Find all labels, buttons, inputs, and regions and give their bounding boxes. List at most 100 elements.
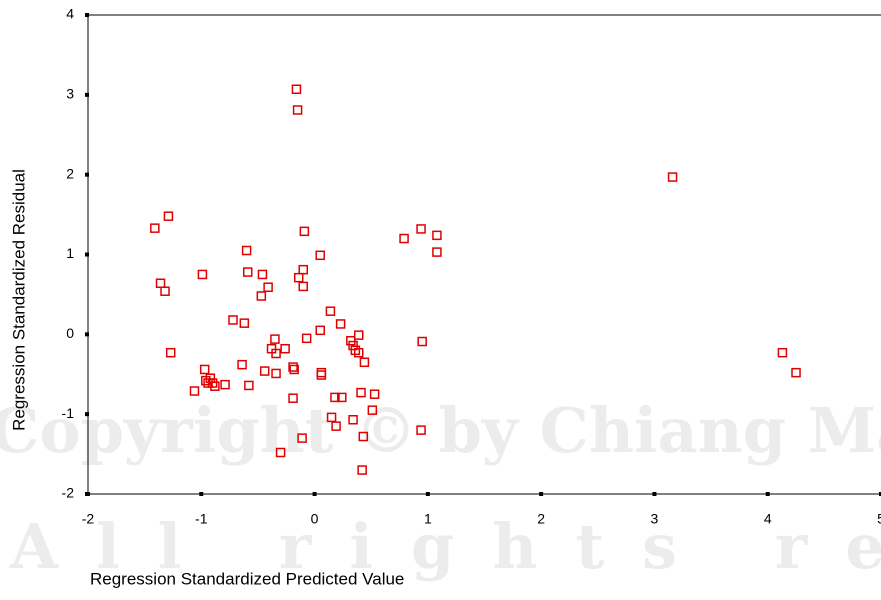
x-tick-label: 4 (764, 511, 772, 527)
point (315, 325, 325, 336)
x-tick (312, 492, 317, 496)
point (237, 359, 247, 370)
point (367, 405, 378, 415)
y-tick (85, 332, 89, 337)
point (271, 368, 281, 379)
x-tick (539, 492, 544, 496)
y-tick-label: 3 (66, 86, 74, 102)
x-tick-label: 5 (877, 511, 881, 527)
point (163, 211, 174, 221)
x-tick (199, 492, 204, 496)
point (399, 233, 409, 244)
point (189, 386, 200, 396)
x-tick-label: 0 (311, 511, 319, 527)
point (335, 319, 346, 329)
watermark: Copyright © by Chiang Mai University (0, 394, 881, 467)
point (791, 367, 801, 378)
y-axis-label: Regression Standardized Residual (9, 169, 28, 431)
point (348, 340, 358, 351)
point (316, 367, 327, 378)
point (263, 282, 273, 292)
point (354, 347, 364, 358)
point (239, 318, 250, 328)
point (197, 269, 208, 280)
point (369, 389, 380, 399)
point (432, 230, 442, 241)
point (220, 379, 230, 390)
x-tick (879, 492, 881, 496)
x-tick (652, 492, 657, 496)
x-tick (86, 492, 90, 496)
point (346, 335, 356, 346)
point (348, 415, 358, 425)
point (298, 281, 308, 292)
y-tick (85, 412, 89, 417)
point (357, 465, 367, 475)
point (330, 392, 340, 403)
y-tick-label: -1 (62, 405, 75, 421)
point (199, 364, 210, 375)
point (316, 370, 327, 380)
point (160, 286, 170, 296)
point (416, 224, 426, 234)
point (288, 393, 298, 403)
point (259, 366, 270, 376)
y-tick (85, 252, 89, 257)
point (256, 291, 267, 301)
point (337, 392, 347, 403)
point (241, 245, 252, 256)
y-tick (85, 13, 89, 17)
x-tick-label: -1 (195, 511, 208, 527)
point (777, 347, 788, 358)
point (242, 267, 253, 277)
point (271, 348, 281, 359)
point (354, 330, 364, 340)
y-tick-label: 1 (66, 245, 74, 261)
watermark: All rights reserved (9, 510, 881, 583)
y-tick-label: 4 (66, 6, 74, 22)
point (356, 387, 366, 398)
point (326, 412, 337, 423)
point (280, 343, 290, 354)
x-tick (425, 492, 430, 496)
point (289, 364, 299, 375)
point (291, 84, 302, 94)
point (358, 431, 369, 442)
point (298, 264, 308, 275)
y-tick-label: -2 (62, 485, 75, 501)
point (293, 272, 304, 283)
y-tick (85, 172, 89, 177)
point (299, 226, 310, 237)
point (331, 421, 341, 431)
y-tick-label: 2 (66, 165, 74, 181)
point (275, 447, 286, 458)
point (270, 334, 280, 344)
point (257, 269, 268, 280)
point (416, 425, 426, 435)
point (325, 306, 336, 316)
point (417, 336, 427, 347)
x-axis-label: Regression Standardized Predicted Value (90, 569, 404, 588)
point (244, 380, 254, 391)
point (207, 378, 218, 388)
x-tick-label: 3 (651, 511, 659, 527)
point (210, 381, 220, 391)
y-tick (85, 92, 89, 97)
y-tick-label: 0 (66, 325, 74, 341)
point (292, 105, 303, 115)
point (297, 433, 307, 443)
point (667, 172, 678, 182)
x-tick (765, 492, 770, 496)
point (155, 278, 166, 288)
x-tick-label: 1 (424, 511, 432, 527)
point (359, 357, 370, 368)
point (228, 315, 238, 325)
x-tick-label: -2 (82, 511, 95, 527)
x-tick-label: 2 (537, 511, 545, 527)
point (288, 362, 298, 372)
point (432, 247, 442, 257)
point (315, 250, 325, 261)
point (165, 347, 176, 358)
point (150, 223, 160, 233)
